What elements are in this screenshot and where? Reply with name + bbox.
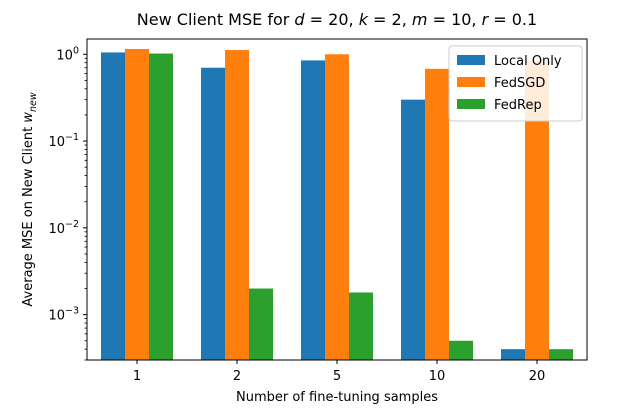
chart-title: New Client MSE for d = 20, k = 2, m = 10…	[137, 10, 537, 29]
x-tick-label: 20	[529, 369, 546, 384]
bar-local-only-10	[401, 99, 425, 360]
x-tick-label: 1	[133, 369, 141, 384]
bar-local-only-2	[201, 67, 225, 361]
bar-fedsgd-1	[125, 49, 149, 360]
bar-local-only-1	[101, 52, 125, 360]
y-tick-label: 10−3	[48, 306, 79, 324]
legend-swatch-fedrep	[457, 99, 485, 109]
x-axis-label: Number of fine-tuning samples	[236, 390, 438, 405]
y-tick-label: 100	[56, 45, 79, 63]
bar-fedrep-1	[149, 53, 173, 360]
bar-fedsgd-10	[425, 68, 449, 360]
legend-label-fedrep: FedRep	[494, 98, 542, 113]
legend-label-local-only: Local Only	[494, 54, 562, 69]
x-tick-label: 5	[333, 369, 341, 384]
bar-fedrep-20	[549, 349, 573, 360]
bar-fedrep-2	[249, 288, 273, 360]
bar-fedsgd-5	[325, 54, 349, 360]
y-tick-label: 10−2	[48, 219, 79, 237]
y-axis: 100 10−1 10−2 10−3	[48, 45, 87, 361]
bar-fedrep-10	[449, 340, 473, 360]
legend-swatch-fedsgd	[457, 77, 485, 87]
bar-fedrep-5	[349, 292, 373, 360]
x-tick-label: 2	[233, 369, 241, 384]
legend-label-fedsgd: FedSGD	[494, 76, 545, 91]
x-axis: 1 2 5 10 20	[133, 360, 545, 384]
bar-local-only-20	[501, 349, 525, 360]
bar-local-only-5	[301, 60, 325, 360]
legend-swatch-local-only	[457, 55, 485, 65]
y-axis-label: Average MSE on New Client wnew	[21, 92, 39, 306]
bar-fedsgd-2	[225, 50, 249, 361]
legend: Local Only FedSGD FedRep	[448, 45, 583, 122]
bars-group	[101, 49, 573, 361]
y-tick-label: 10−1	[48, 132, 79, 150]
x-tick-label: 10	[429, 369, 446, 384]
